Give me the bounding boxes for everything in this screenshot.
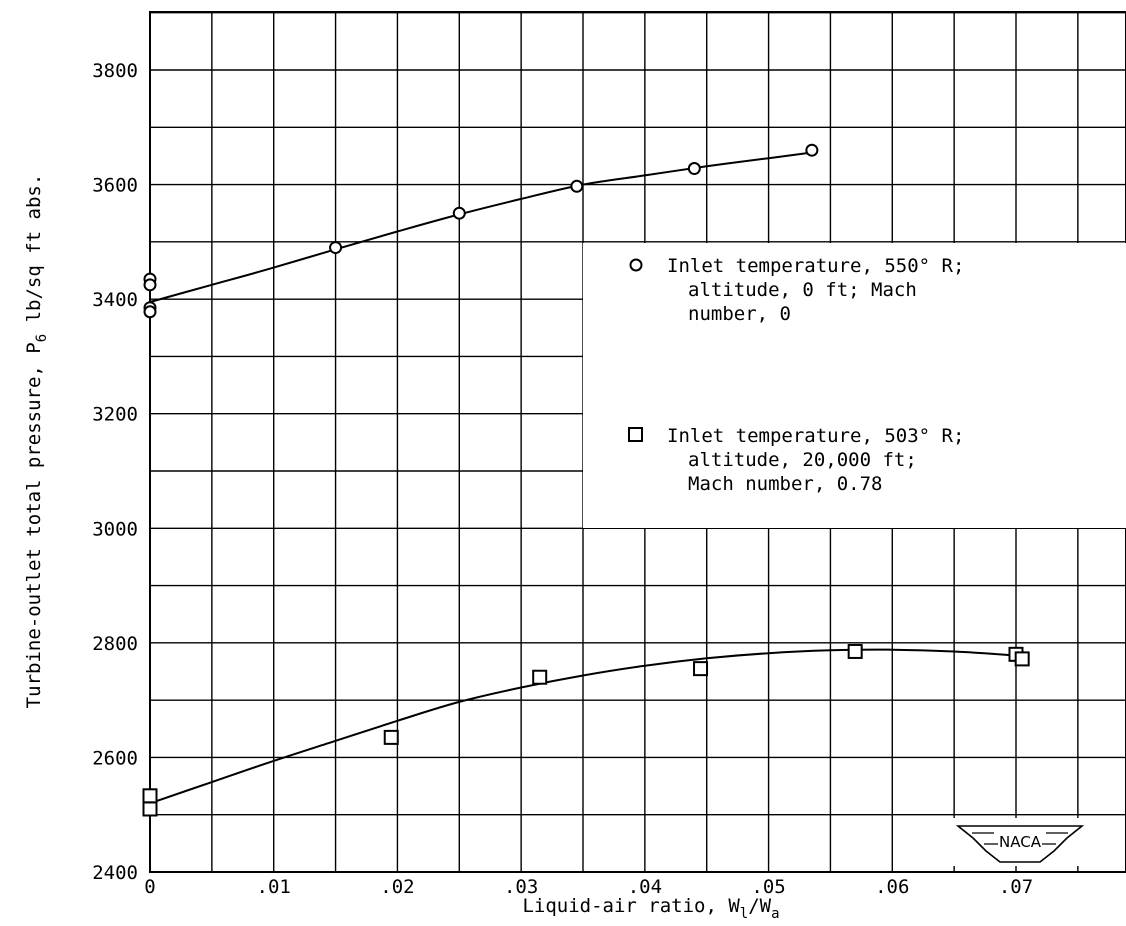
y-tick-labels: 2400 2600 2800 3000 3200 3400 3600 3800 (92, 60, 138, 884)
y-tick-label: 3200 (92, 404, 138, 426)
y-axis-title-main: Turbine-outlet total pressure, P (23, 342, 45, 708)
series-1-point (687, 162, 701, 176)
x-tick-label: .03 (504, 876, 538, 898)
series-2-point (532, 669, 548, 685)
y-tick-label: 2600 (92, 747, 138, 769)
legend-marker-circle (629, 258, 643, 272)
x-axis-title: Liquid-air ratio, Wl/Wa (522, 895, 779, 922)
x-tick-label: .04 (628, 876, 662, 898)
naca-logo-feather-right (1042, 832, 1068, 845)
series-2-point (142, 801, 158, 817)
legend-content: Inlet temperature, 550° R; altitude, 0 f… (628, 255, 964, 495)
x-tick-label: .07 (999, 876, 1033, 898)
y-tick-label: 2400 (92, 862, 138, 884)
y-tick-label: 3000 (92, 518, 138, 540)
series-1-point (329, 241, 343, 255)
series-1-point (143, 278, 157, 292)
series-2-fit-curve (149, 648, 1017, 805)
y-tick-label: 3800 (92, 60, 138, 82)
x-tick-labels: 0 .01 .02 .03 .04 .05 .06 .07 (144, 876, 1033, 898)
legend (583, 243, 1126, 528)
y-tick-label: 2800 (92, 633, 138, 655)
x-axis-title-main: Liquid-air ratio, W (522, 895, 740, 917)
legend-series-1-line-3: number, 0 (688, 303, 791, 325)
series-2-point (847, 643, 863, 659)
naca-logo: NACA (950, 818, 1090, 866)
curves (149, 151, 1017, 805)
naca-logo-text: NACA (999, 833, 1042, 851)
legend-series-2-line-1: Inlet temperature, 503° R; (667, 425, 964, 447)
y-axis-title-sub: 6 (34, 334, 50, 342)
series-1-point (452, 206, 466, 220)
series-2-point (383, 729, 399, 745)
series-1-point (570, 179, 584, 193)
x-tick-label: .01 (257, 876, 291, 898)
y-axis-title: Turbine-outlet total pressure, P6 lb/sq … (23, 174, 50, 709)
x-tick-label: 0 (144, 876, 155, 898)
x-tick-label: .02 (380, 876, 414, 898)
x-tick-label: .06 (875, 876, 909, 898)
legend-background (583, 243, 1126, 528)
legend-series-2-line-2: altitude, 20,000 ft; (688, 449, 917, 471)
x-axis-title-slash: /W (748, 895, 771, 917)
series-1-point (143, 305, 157, 319)
x-axis-title-sub1: l (740, 906, 748, 922)
legend-series-1-line-2: altitude, 0 ft; Mach (688, 279, 917, 301)
series-2-point (1014, 651, 1030, 667)
legend-series-2-line-3: Mach number, 0.78 (688, 473, 882, 495)
y-tick-label: 3400 (92, 289, 138, 311)
x-axis-title-sub2: a (771, 906, 779, 922)
x-tick-label: .05 (751, 876, 785, 898)
series-1-point (805, 143, 819, 157)
series-1-fit-curve (149, 151, 813, 303)
naca-logo-feather-left (972, 832, 998, 845)
naca-logo-wings (955, 825, 1085, 863)
series-2-point (693, 661, 709, 677)
series-2-point (142, 788, 158, 804)
y-axis-title-unit: lb/sq ft abs. (23, 174, 45, 334)
plot-frame (149, 11, 1126, 873)
y-tick-label: 3600 (92, 175, 138, 197)
legend-marker-square (628, 427, 643, 442)
legend-series-1-line-1: Inlet temperature, 550° R; (667, 255, 964, 277)
points (142, 143, 1030, 817)
